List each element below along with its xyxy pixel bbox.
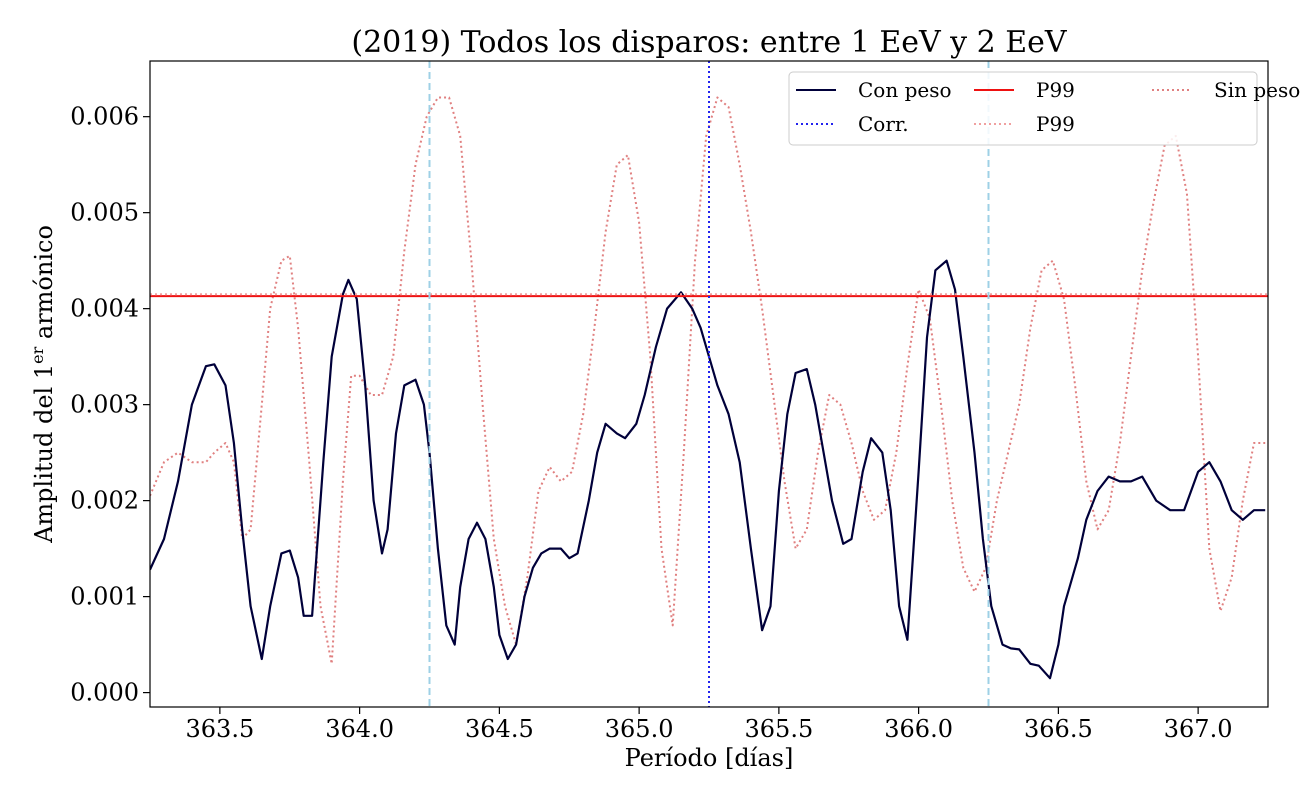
y-axis-label: Amplitud del 1er armónico: [28, 225, 58, 544]
series-line-sin-peso: [150, 96, 1266, 665]
axes: 363.5 364.0 364.5 365.0 365.5 366.0 366.5 367.0…: [70, 60, 1269, 743]
x-tick-label: 367.0: [1164, 715, 1233, 743]
legend-label: Sin peso: [1214, 78, 1300, 102]
x-tick-label: 366.5: [1024, 715, 1093, 743]
plot-clip-group: [150, 61, 1268, 707]
y-axis-label-end: armónico: [30, 225, 58, 347]
y-tick-label: 0.004: [70, 295, 139, 323]
y-tick-label: 0.006: [70, 103, 139, 131]
x-axis-label: Período [días]: [625, 744, 794, 772]
legend-label: P99: [1036, 78, 1075, 102]
series-line-con-peso: [150, 259, 1266, 680]
x-tick-label: 363.5: [186, 715, 255, 743]
y-tick-label: 0.000: [70, 679, 139, 707]
legend-box: [788, 71, 1258, 146]
x-tick-label: 364.0: [325, 715, 394, 743]
y-axis-label-main: Amplitud del 1: [30, 364, 58, 544]
x-tick-label: 365.5: [745, 715, 814, 743]
legend-label: Con peso: [858, 78, 952, 102]
x-tick-label: 365.0: [605, 715, 674, 743]
y-axis-label-sup: er: [28, 346, 47, 363]
chart-title: (2019) Todos los disparos: entre 1 EeV y…: [351, 25, 1068, 60]
x-tick-label: 366.0: [884, 715, 953, 743]
legend: Con peso P99 Sin peso Corr. P99: [788, 71, 1300, 146]
legend-label: P99: [1036, 112, 1075, 136]
plot-frame: [149, 60, 1269, 708]
y-tick-label: 0.005: [70, 199, 139, 227]
y-tick-label: 0.001: [70, 583, 139, 611]
plot-area: [150, 61, 1268, 707]
x-tick-label: 364.5: [465, 715, 534, 743]
legend-label: Corr.: [858, 112, 909, 136]
y-tick-label: 0.003: [70, 391, 139, 419]
y-tick-label: 0.002: [70, 487, 139, 515]
